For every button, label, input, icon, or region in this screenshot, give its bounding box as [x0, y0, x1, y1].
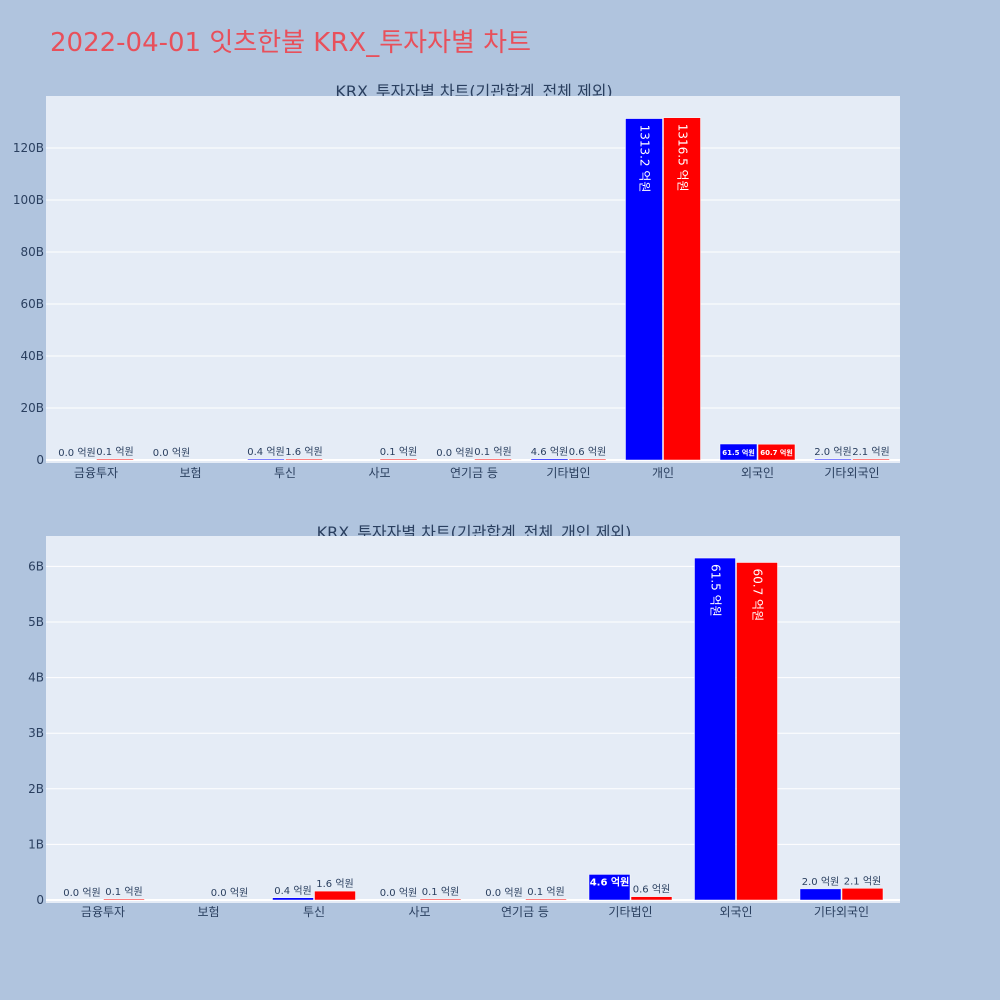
- data-label: 61.5 억원: [722, 448, 755, 457]
- y-tick-label: 100B: [13, 193, 44, 207]
- y-tick-label: 2B: [28, 782, 44, 796]
- data-label: 0.0 억원: [211, 887, 248, 899]
- y-tick-label: 0: [36, 453, 44, 467]
- data-label: 2.0 억원: [802, 876, 839, 888]
- data-label: 0.0 억원: [436, 447, 473, 459]
- bar: [757, 443, 796, 461]
- bar: [719, 443, 758, 461]
- data-label: 0.1 억원: [527, 886, 564, 898]
- x-tick-label: 연기금 등: [501, 905, 549, 919]
- y-tick-label: 6B: [28, 559, 44, 573]
- data-label: 0.0 억원: [485, 887, 522, 899]
- x-tick-label: 개인: [652, 466, 674, 480]
- bar: [379, 458, 418, 461]
- y-tick-label: 0: [36, 893, 44, 907]
- x-tick-label: 금융투자: [74, 466, 118, 480]
- data-label: 0.4 억원: [247, 446, 284, 458]
- x-tick-label: 기타법인: [608, 905, 652, 919]
- bar: [588, 874, 631, 901]
- bar: [852, 458, 890, 461]
- data-label: 0.0 억원: [63, 887, 100, 899]
- bar: [625, 118, 663, 461]
- data-label: 0.1 억원: [422, 886, 459, 898]
- data-label: 0.4 억원: [274, 885, 311, 897]
- data-label: 0.1 억원: [96, 446, 133, 458]
- bar: [663, 117, 701, 461]
- x-tick-label: 외국인: [741, 466, 774, 480]
- x-tick-label: 보험: [197, 905, 219, 919]
- y-tick-label: 5B: [28, 615, 44, 629]
- y-tick-label: 3B: [28, 726, 44, 740]
- bar: [799, 888, 842, 901]
- data-label: 2.1 억원: [844, 875, 881, 887]
- bar: [272, 897, 314, 901]
- bar: [103, 898, 145, 901]
- bar: [247, 458, 285, 461]
- bar: [474, 458, 512, 461]
- y-tick-label: 80B: [20, 245, 44, 259]
- data-label: 1313.2 억원: [638, 125, 652, 193]
- page-title: 2022-04-01 잇츠한불 KRX_투자자별 차트: [50, 28, 532, 58]
- data-label: 61.5 억원: [709, 564, 723, 617]
- data-label: 0.0 억원: [380, 887, 417, 899]
- data-label: 4.6 억원: [531, 446, 568, 458]
- bar: [525, 898, 567, 901]
- data-label: 60.7 억원: [751, 569, 765, 622]
- data-label: 0.1 억원: [474, 446, 511, 458]
- x-tick-label: 연기금 등: [450, 466, 498, 480]
- data-label: 1.6 억원: [316, 878, 353, 890]
- x-tick-label: 투신: [274, 466, 296, 480]
- x-tick-label: 금융투자: [81, 905, 125, 919]
- x-tick-label: 외국인: [719, 905, 752, 919]
- y-tick-label: 120B: [13, 141, 44, 155]
- data-label: 60.7 억원: [760, 448, 793, 457]
- bar: [285, 458, 323, 461]
- bar: [568, 458, 607, 461]
- bar: [814, 458, 852, 461]
- data-label: 0.6 억원: [633, 884, 670, 896]
- data-label: 1316.5 억원: [676, 124, 690, 192]
- data-label: 0.0 억원: [153, 447, 190, 459]
- bar: [694, 557, 736, 901]
- bar: [841, 888, 884, 901]
- plot-area: [46, 96, 900, 463]
- data-label: 1.6 억원: [285, 446, 322, 458]
- bar: [736, 562, 778, 901]
- data-label: 0.0 억원: [58, 447, 95, 459]
- bar: [96, 458, 134, 461]
- data-label: 2.1 억원: [852, 446, 889, 458]
- bar: [630, 896, 673, 901]
- x-tick-label: 기타외국인: [824, 466, 879, 480]
- data-label: 0.6 억원: [569, 446, 606, 458]
- data-label: 2.0 억원: [814, 446, 851, 458]
- x-tick-label: 사모: [368, 466, 390, 480]
- y-tick-label: 4B: [28, 671, 44, 685]
- bar: [314, 890, 356, 901]
- bar: [530, 458, 569, 461]
- data-label: 0.1 억원: [380, 446, 417, 458]
- y-tick-label: 40B: [20, 349, 44, 363]
- bar: [419, 898, 462, 901]
- x-tick-label: 투신: [303, 905, 325, 919]
- y-tick-label: 60B: [20, 297, 44, 311]
- x-tick-label: 사모: [408, 905, 430, 919]
- y-tick-label: 20B: [20, 401, 44, 415]
- x-tick-label: 기타법인: [546, 466, 590, 480]
- x-tick-label: 보험: [179, 466, 201, 480]
- x-tick-label: 기타외국인: [814, 905, 869, 919]
- data-label: 4.6 억원: [590, 875, 630, 888]
- data-label: 0.1 억원: [105, 886, 142, 898]
- y-tick-label: 1B: [28, 837, 44, 851]
